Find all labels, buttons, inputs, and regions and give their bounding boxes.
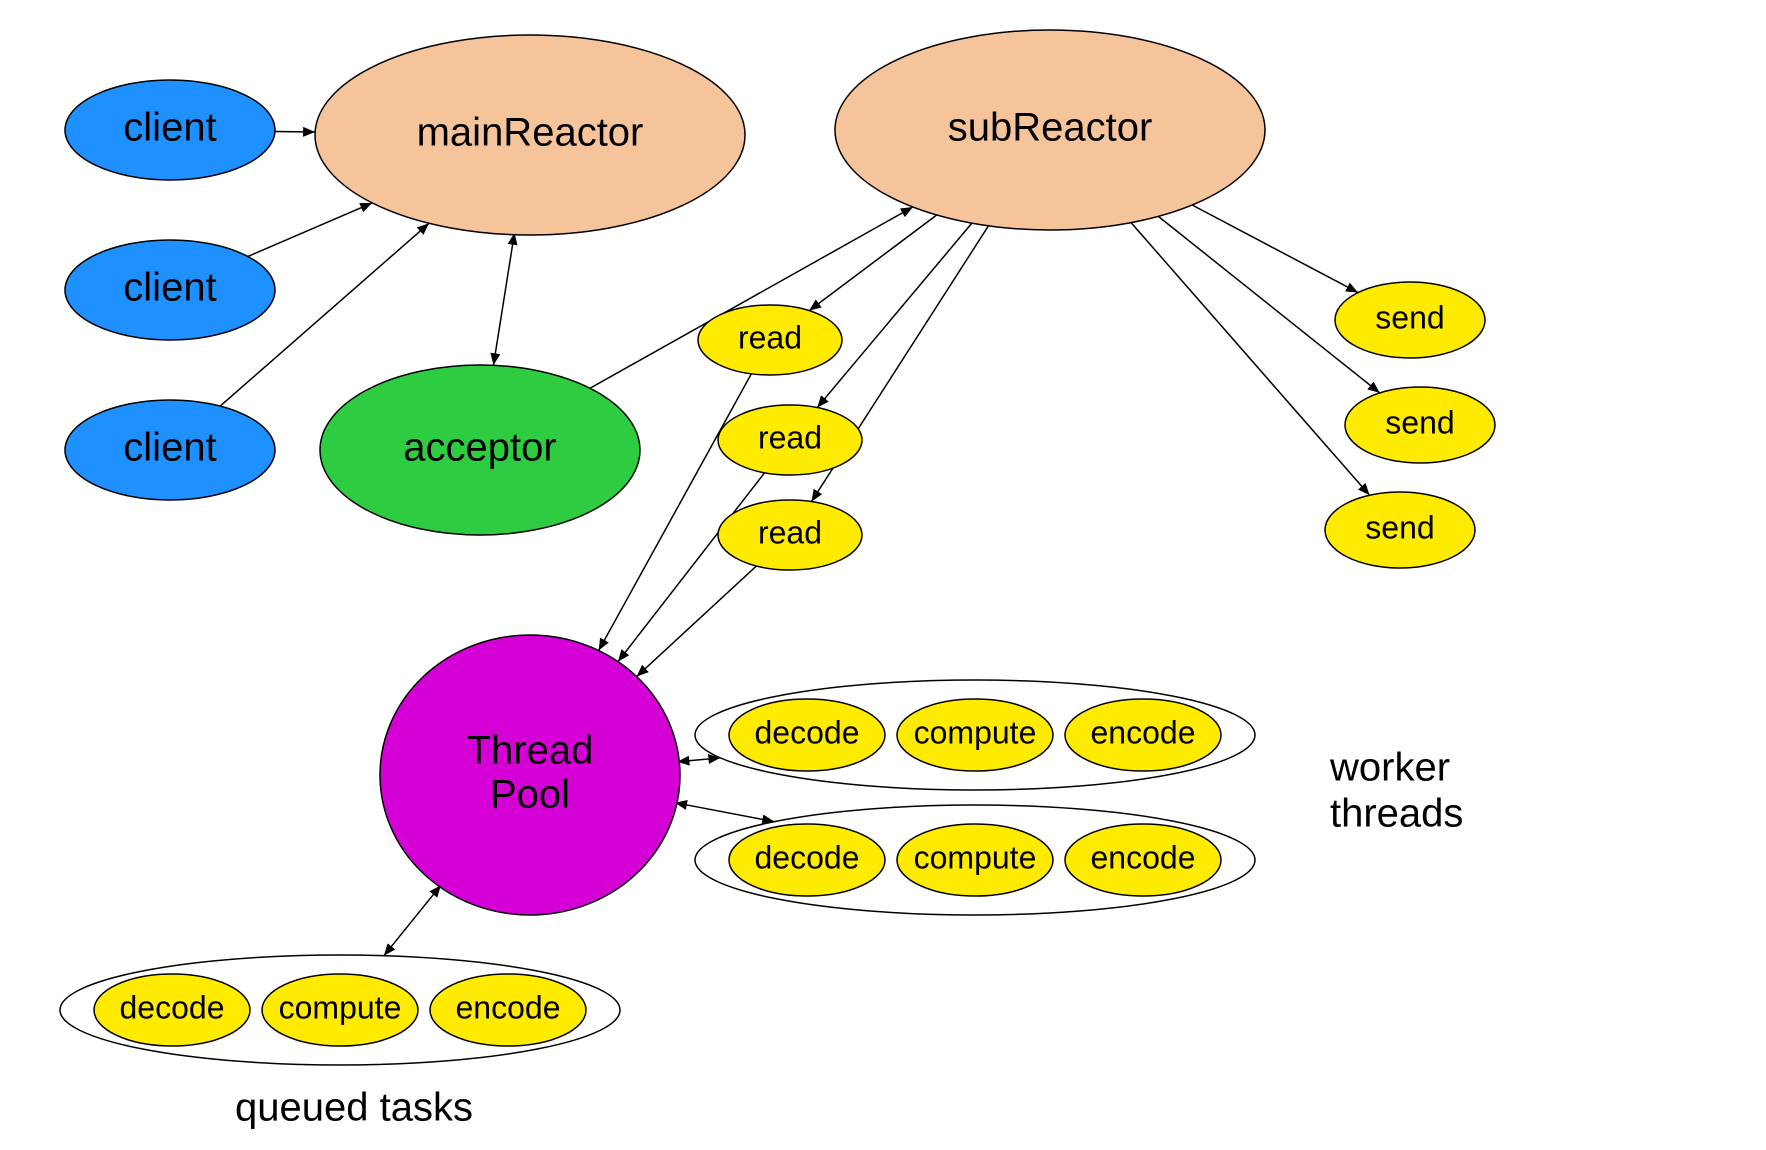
task-label: encode [1091,839,1196,875]
annotation: queued tasks [235,1086,473,1130]
node-read1: read [698,305,842,375]
node-pool: ThreadPool [380,635,680,915]
task-label: decode [120,989,225,1025]
edge-pool-qp1 [384,887,440,956]
edge-pool-wp1 [679,758,720,762]
task-label: compute [279,989,402,1025]
edge-pool-wp2 [677,803,774,822]
node-label: send [1375,299,1444,335]
node-label: Thread [467,729,594,773]
edge-subReactor-send1 [1192,205,1358,293]
edge-mainReactor-acceptor [493,235,514,366]
node-label: send [1365,509,1434,545]
edge-client2-mainReactor [248,203,372,257]
edge-subReactor-read2 [817,223,972,407]
task-label: encode [1091,714,1196,750]
task-label: encode [456,989,561,1025]
node-label: client [123,266,216,310]
annotation: worker [1329,746,1450,790]
node-subReactor: subReactor [835,30,1265,230]
node-acceptor: acceptor [320,365,640,535]
node-read2: read [718,405,862,475]
task-label: decode [755,714,860,750]
pipeline-wp2: decode compute encode [695,805,1255,915]
node-label: read [758,514,822,550]
pipeline-wp1: decode compute encode [695,680,1255,790]
node-label: Pool [490,773,570,817]
node-read3: read [718,500,862,570]
node-send3: send [1325,492,1475,568]
node-label: read [738,319,802,355]
node-label: read [758,419,822,455]
node-label: mainReactor [417,111,644,155]
node-client2: client [65,240,275,340]
node-client1: client [65,80,275,180]
node-client3: client [65,400,275,500]
nodes-layer: client client client mainReactor subReactor a… [65,30,1495,915]
edge-subReactor-send3 [1131,223,1370,496]
node-label: client [123,106,216,150]
edge-read3-pool [637,566,757,677]
node-send2: send [1345,387,1495,463]
edge-client1-mainReactor [275,131,315,132]
task-label: decode [755,839,860,875]
node-label: send [1385,404,1454,440]
node-label: acceptor [403,426,556,470]
annotation: threads [1330,792,1463,836]
task-label: compute [914,714,1037,750]
task-label: compute [914,839,1037,875]
node-mainReactor: mainReactor [315,35,745,235]
pipeline-qp1: decode compute encode [60,955,620,1065]
node-send1: send [1335,282,1485,358]
edge-read2-pool [618,473,765,662]
node-label: subReactor [948,106,1153,150]
reactor-diagram: decodecomputeencodedecodecomputeencodede… [0,0,1766,1150]
node-label: client [123,426,216,470]
